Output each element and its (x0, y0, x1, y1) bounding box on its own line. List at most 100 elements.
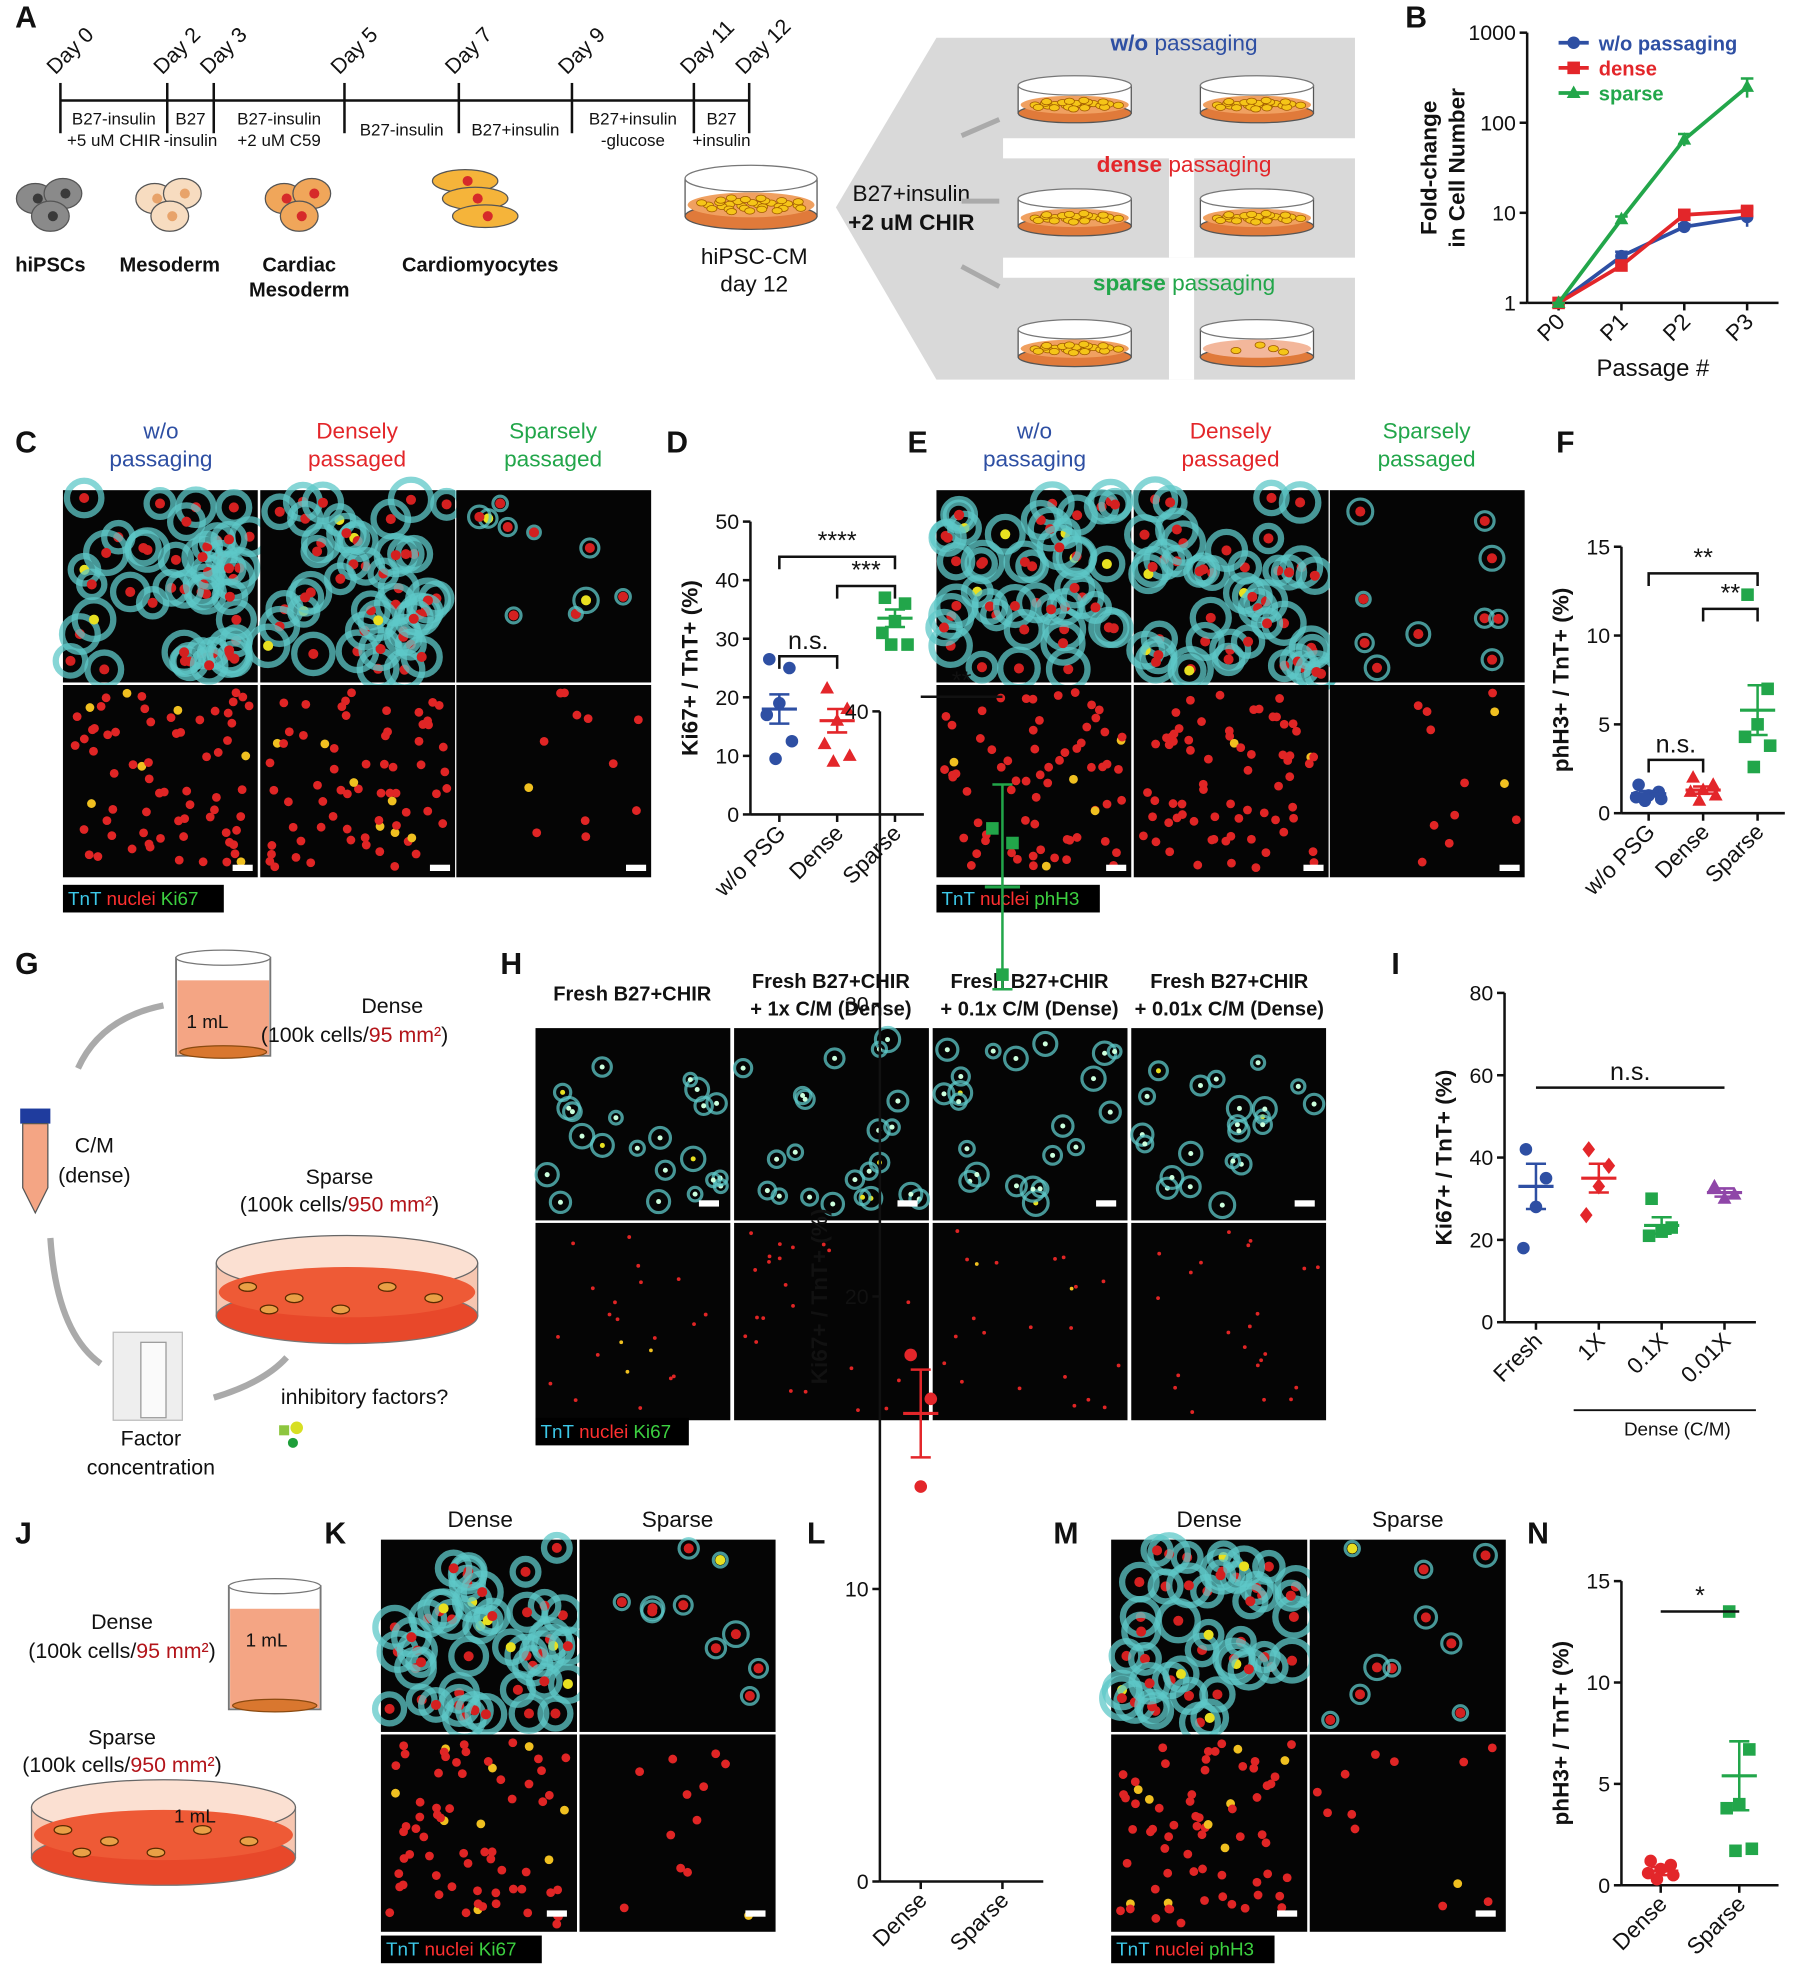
nucleus-stain (179, 832, 189, 841)
nucleus-stain (560, 1805, 569, 1815)
cell-stain (1211, 642, 1246, 677)
nucleus-stain (1234, 813, 1244, 823)
nucleus (152, 193, 163, 204)
plate-cell (146, 1847, 166, 1858)
cell-type-label: Mesoderm (120, 254, 220, 276)
panel-letter: C (15, 426, 37, 459)
nucleus-stain (101, 547, 112, 558)
nucleus-stain (99, 664, 110, 675)
nucleus-stain (767, 1259, 771, 1264)
cell-stain (950, 1066, 971, 1087)
nucleus-stain (1112, 1049, 1118, 1055)
nucleus-stain (948, 770, 957, 780)
dish-cell (1032, 347, 1044, 355)
nucleus-stain (1171, 524, 1182, 535)
micrograph (260, 684, 456, 878)
nucleus-stain (1011, 776, 1021, 786)
stain-name: nuclei (107, 888, 156, 909)
nucleus-stain (560, 1089, 566, 1095)
scale-bar (1294, 1200, 1315, 1207)
nucleus-stain (279, 739, 289, 748)
nucleus-stain (1069, 1326, 1074, 1330)
x-tick-label: Sparse (1700, 819, 1768, 887)
nucleus-stain (1325, 1714, 1336, 1725)
cell-stain (1253, 479, 1290, 517)
series-line (1557, 215, 1748, 305)
plate-cell (424, 1293, 444, 1304)
x-tick-label: Sparse (945, 1887, 1013, 1955)
nucleus-stain (1086, 762, 1096, 772)
nucleus-stain (1511, 815, 1521, 825)
cell-stain (434, 1549, 473, 1588)
nucleus-stain (569, 1109, 575, 1115)
nucleus-stain (1203, 1746, 1213, 1756)
cell-stain (1138, 1087, 1157, 1106)
nucleus-stain (1076, 738, 1086, 748)
nucleus-stain (1062, 855, 1072, 865)
dish-cell (1113, 101, 1124, 109)
cell-stain (473, 1597, 511, 1635)
nucleus-stain (128, 760, 138, 770)
nucleus-stain (1197, 717, 1206, 726)
y-tick-label: 0 (1598, 1874, 1610, 1898)
cell-stain (1042, 1144, 1064, 1166)
treatment-label: +2 uM CHIR (848, 210, 974, 235)
micrograph (579, 1537, 776, 1732)
nucleus-stain (387, 796, 397, 806)
nucleus-stain (1007, 848, 1016, 858)
cell-stain (1354, 632, 1375, 654)
nucleus-stain (1218, 1892, 1228, 1902)
cell-stain (1231, 576, 1273, 618)
nucleus-stain (627, 1235, 632, 1239)
cell-stain (1147, 1060, 1169, 1082)
nucleus-stain (625, 1369, 630, 1374)
nucleus-stain (236, 812, 246, 821)
nucleus-stain (1479, 613, 1490, 624)
nucleus-stain (571, 1241, 575, 1246)
nucleus-stain (346, 835, 356, 845)
nucleus-stain (1315, 1265, 1320, 1270)
nucleus-stain (1188, 1150, 1194, 1157)
dish-cell (739, 195, 751, 204)
nucleus-stain (662, 1167, 668, 1173)
scale-bar (1277, 1910, 1298, 1917)
cell-stain (1488, 608, 1509, 630)
density-part: ) (441, 1023, 448, 1047)
nucleus-stain (1028, 725, 1038, 735)
nucleus-stain (411, 849, 421, 859)
nucleus-stain (849, 1366, 854, 1371)
cell-stain (83, 529, 130, 577)
nucleus-stain (1263, 1561, 1274, 1572)
nucleus-stain (202, 752, 211, 762)
data-point (1729, 1844, 1742, 1858)
cell-icon (264, 177, 332, 232)
cell-stain (1171, 653, 1207, 688)
nucleus-stain (1197, 1083, 1204, 1089)
nucleus-stain (1197, 1830, 1207, 1840)
column-header: Dense (1177, 1507, 1242, 1532)
nucleus-stain (1156, 1296, 1160, 1301)
cell-stain (491, 494, 509, 513)
nucleus-stain (227, 718, 237, 728)
data-point (842, 748, 857, 761)
cell-stain (1224, 1152, 1242, 1170)
dish-cell (1048, 348, 1060, 356)
nucleus-stain (423, 806, 433, 816)
nucleus-stain (1247, 1324, 1252, 1329)
dish-cell (1261, 217, 1273, 225)
nucleus-stain (1021, 815, 1030, 825)
nucleus-stain (1480, 1550, 1491, 1561)
dish (1199, 75, 1315, 124)
condition-label: dense passaging (1097, 152, 1272, 177)
nucleus-stain (1213, 1076, 1219, 1082)
cell-stain (391, 1616, 432, 1658)
nucleus-stain (1098, 762, 1107, 772)
nucleus-stain (424, 720, 433, 730)
nucleus-stain (767, 1254, 772, 1259)
cell-stain (370, 498, 412, 540)
column-header: + 1x C/M (Dense) (750, 999, 911, 1021)
nucleus-stain (1347, 1809, 1357, 1819)
nucleus-stain (777, 1242, 782, 1246)
plate-medium (218, 1267, 476, 1318)
condition-label: Dense (91, 1610, 153, 1634)
